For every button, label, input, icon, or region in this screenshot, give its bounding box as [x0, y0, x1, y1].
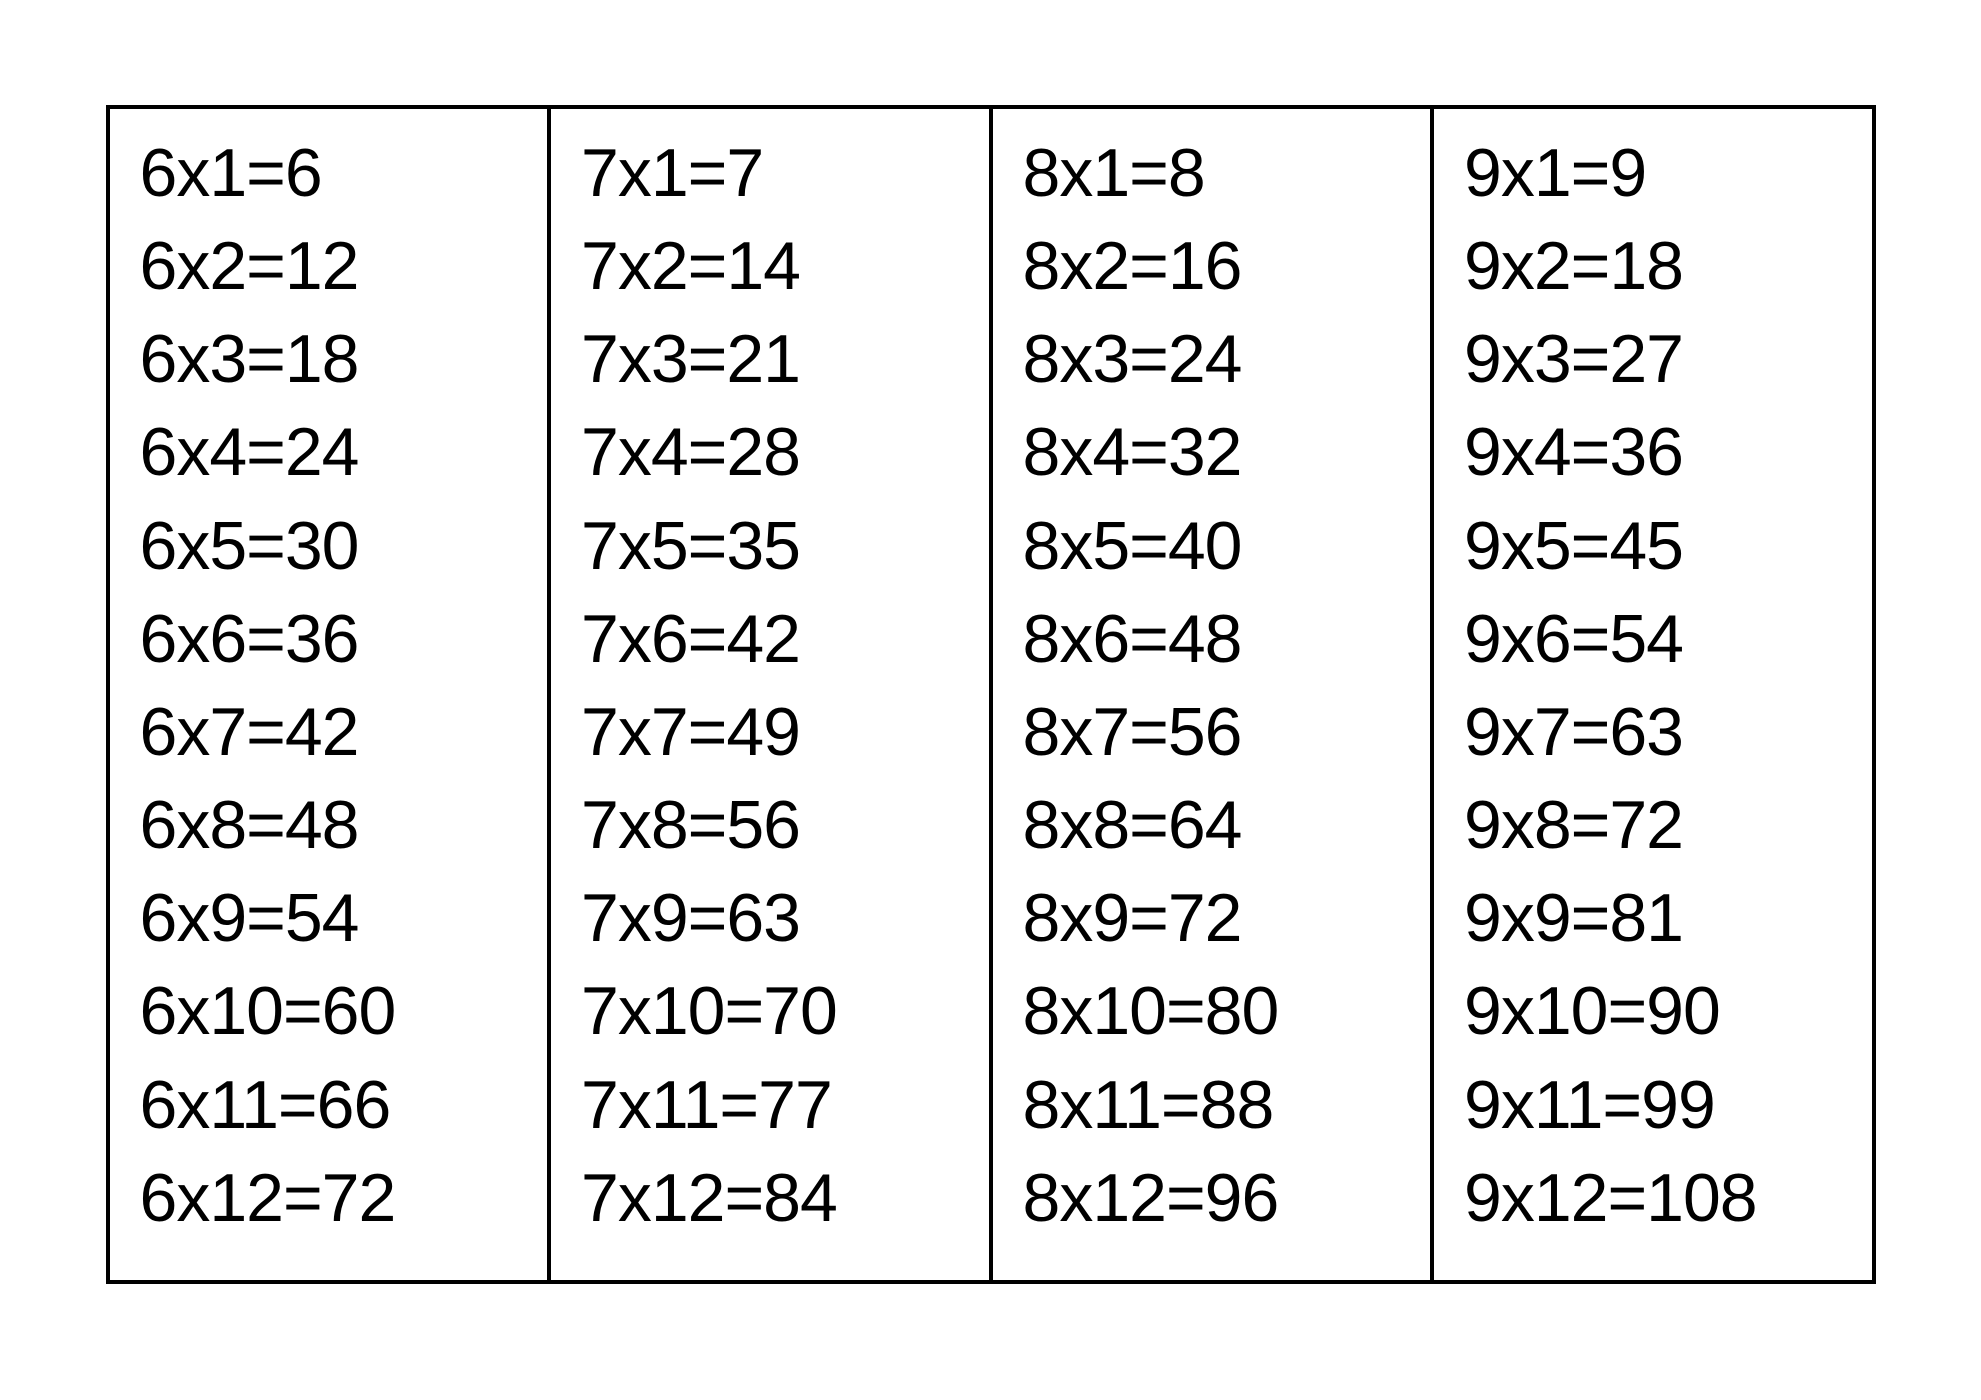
table-column-9: 9x1=9 9x2=18 9x3=27 9x4=36 9x5=45 9x6=54…: [1434, 109, 1872, 1280]
table-row: 9x10=90: [1464, 965, 1872, 1058]
table-row: 6x8=48: [140, 779, 548, 872]
table-row: 6x12=72: [140, 1152, 548, 1245]
table-row: 8x3=24: [1023, 313, 1431, 406]
table-row: 7x4=28: [581, 406, 989, 499]
table-row: 7x6=42: [581, 593, 989, 686]
table-row: 6x5=30: [140, 500, 548, 593]
table-row: 8x2=16: [1023, 220, 1431, 313]
table-row: 6x11=66: [140, 1059, 548, 1152]
table-column-6: 6x1=6 6x2=12 6x3=18 6x4=24 6x5=30 6x6=36…: [110, 109, 552, 1280]
table-row: 6x3=18: [140, 313, 548, 406]
table-row: 9x8=72: [1464, 779, 1872, 872]
table-row: 6x6=36: [140, 593, 548, 686]
table-row: 8x7=56: [1023, 686, 1431, 779]
table-row: 6x7=42: [140, 686, 548, 779]
table-row: 7x5=35: [581, 500, 989, 593]
table-row: 6x1=6: [140, 127, 548, 220]
table-row: 8x11=88: [1023, 1059, 1431, 1152]
table-row: 6x9=54: [140, 872, 548, 965]
table-row: 6x10=60: [140, 965, 548, 1058]
table-row: 6x4=24: [140, 406, 548, 499]
table-row: 9x12=108: [1464, 1152, 1872, 1245]
table-row: 8x10=80: [1023, 965, 1431, 1058]
table-row: 9x5=45: [1464, 500, 1872, 593]
table-row: 9x6=54: [1464, 593, 1872, 686]
table-row: 6x2=12: [140, 220, 548, 313]
table-row: 8x5=40: [1023, 500, 1431, 593]
table-row: 7x2=14: [581, 220, 989, 313]
table-row: 7x1=7: [581, 127, 989, 220]
table-row: 9x9=81: [1464, 872, 1872, 965]
table-row: 9x2=18: [1464, 220, 1872, 313]
table-row: 8x12=96: [1023, 1152, 1431, 1245]
table-row: 9x11=99: [1464, 1059, 1872, 1152]
table-row: 8x6=48: [1023, 593, 1431, 686]
table-row: 8x4=32: [1023, 406, 1431, 499]
table-row: 7x11=77: [581, 1059, 989, 1152]
multiplication-tables: 6x1=6 6x2=12 6x3=18 6x4=24 6x5=30 6x6=36…: [106, 105, 1876, 1284]
table-row: 9x4=36: [1464, 406, 1872, 499]
table-row: 7x12=84: [581, 1152, 989, 1245]
table-row: 7x7=49: [581, 686, 989, 779]
table-row: 8x8=64: [1023, 779, 1431, 872]
table-row: 7x3=21: [581, 313, 989, 406]
table-column-8: 8x1=8 8x2=16 8x3=24 8x4=32 8x5=40 8x6=48…: [993, 109, 1435, 1280]
table-row: 9x1=9: [1464, 127, 1872, 220]
table-row: 7x9=63: [581, 872, 989, 965]
table-row: 8x9=72: [1023, 872, 1431, 965]
table-row: 8x1=8: [1023, 127, 1431, 220]
table-row: 7x10=70: [581, 965, 989, 1058]
table-column-7: 7x1=7 7x2=14 7x3=21 7x4=28 7x5=35 7x6=42…: [551, 109, 993, 1280]
table-row: 9x7=63: [1464, 686, 1872, 779]
table-row: 7x8=56: [581, 779, 989, 872]
table-row: 9x3=27: [1464, 313, 1872, 406]
